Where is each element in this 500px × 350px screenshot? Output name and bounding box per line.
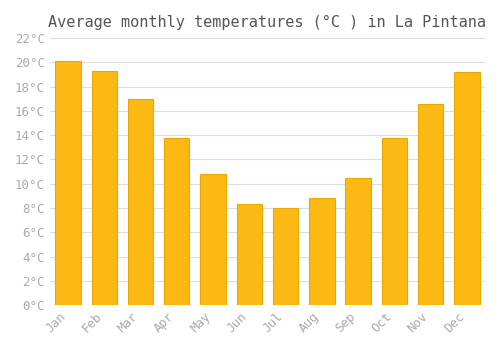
Bar (309, 198, 334, 305)
Bar (382, 138, 407, 305)
Title: Average monthly temperatures (°C ) in La Pintana: Average monthly temperatures (°C ) in La… (48, 15, 486, 30)
Bar (92, 71, 117, 305)
Bar (346, 178, 371, 305)
Bar (164, 138, 190, 305)
Bar (56, 61, 80, 305)
Bar (418, 104, 444, 305)
Bar (454, 72, 479, 305)
Bar (128, 99, 153, 305)
Bar (200, 174, 226, 305)
Bar (236, 204, 262, 305)
Bar (273, 208, 298, 305)
